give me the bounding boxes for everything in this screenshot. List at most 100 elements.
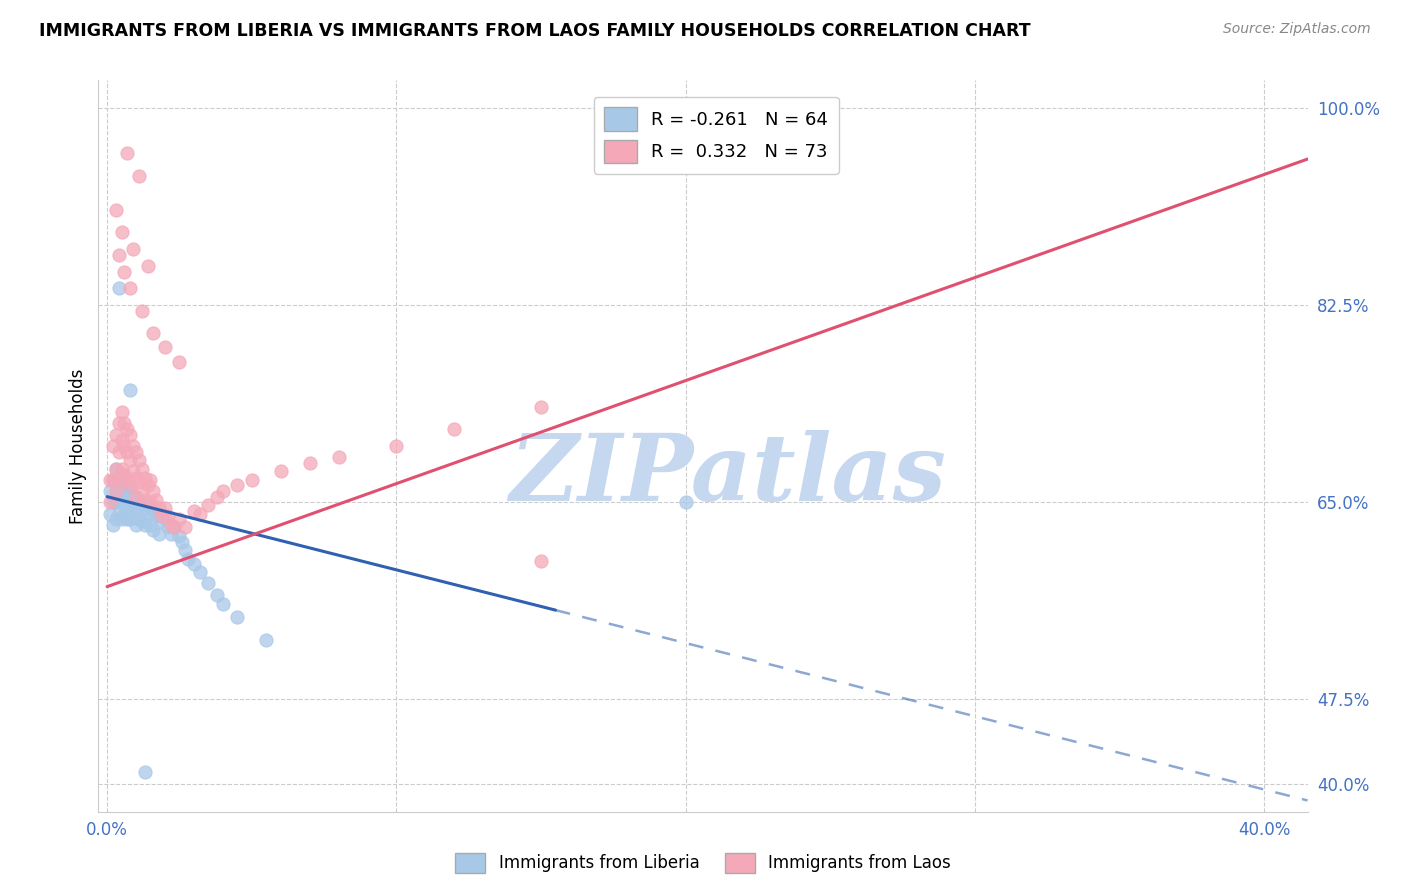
Legend: R = -0.261   N = 64, R =  0.332   N = 73: R = -0.261 N = 64, R = 0.332 N = 73	[593, 96, 839, 174]
Point	[104, 495, 127, 509]
Point	[150, 515, 173, 529]
Point	[174, 520, 197, 534]
Point	[110, 467, 132, 482]
Point	[101, 517, 124, 532]
Point	[134, 470, 156, 484]
Point	[98, 495, 121, 509]
Point	[110, 512, 132, 526]
Point	[107, 507, 129, 521]
Point	[142, 326, 165, 341]
Point	[226, 478, 249, 492]
Point	[110, 225, 132, 239]
Point	[148, 507, 170, 521]
Point	[530, 400, 553, 414]
Point	[101, 473, 124, 487]
Point	[174, 542, 197, 557]
Point	[107, 473, 129, 487]
Point	[98, 483, 121, 498]
Point	[107, 248, 129, 262]
Point	[117, 500, 139, 515]
Text: Source: ZipAtlas.com: Source: ZipAtlas.com	[1223, 22, 1371, 37]
Point	[110, 405, 132, 419]
Text: ZIPatlas: ZIPatlas	[509, 430, 946, 520]
Point	[120, 281, 142, 295]
Point	[188, 565, 211, 579]
Point	[120, 512, 142, 526]
Point	[104, 483, 127, 498]
Point	[134, 517, 156, 532]
Point	[211, 597, 233, 611]
Point	[156, 508, 179, 523]
Point	[134, 765, 156, 780]
Point	[122, 490, 145, 504]
Point	[107, 483, 129, 498]
Point	[530, 554, 553, 568]
Point	[139, 517, 162, 532]
Text: IMMIGRANTS FROM LIBERIA VS IMMIGRANTS FROM LAOS FAMILY HOUSEHOLDS CORRELATION CH: IMMIGRANTS FROM LIBERIA VS IMMIGRANTS FR…	[39, 22, 1031, 40]
Point	[169, 512, 191, 526]
Point	[120, 452, 142, 467]
Point	[128, 475, 150, 489]
Point	[145, 493, 167, 508]
Point	[142, 483, 165, 498]
Point	[131, 515, 153, 529]
Point	[254, 632, 277, 647]
Point	[131, 461, 153, 475]
Point	[159, 526, 181, 541]
Point	[188, 507, 211, 521]
Point	[114, 264, 136, 278]
Point	[183, 557, 205, 571]
Point	[117, 483, 139, 498]
Point	[117, 444, 139, 458]
Point	[128, 452, 150, 467]
Point	[125, 490, 148, 504]
Point	[125, 517, 148, 532]
Point	[120, 383, 142, 397]
Point	[443, 422, 465, 436]
Point	[142, 524, 165, 538]
Point	[110, 483, 132, 498]
Point	[107, 281, 129, 295]
Point	[139, 498, 162, 512]
Point	[169, 529, 191, 543]
Point	[120, 495, 142, 509]
Point	[183, 504, 205, 518]
Point	[136, 478, 159, 492]
Point	[172, 534, 194, 549]
Point	[98, 473, 121, 487]
Point	[104, 512, 127, 526]
Point	[110, 434, 132, 448]
Point	[117, 473, 139, 487]
Point	[117, 512, 139, 526]
Point	[139, 495, 162, 509]
Point	[114, 478, 136, 492]
Point	[385, 439, 408, 453]
Point	[104, 202, 127, 217]
Point	[148, 500, 170, 515]
Point	[205, 490, 228, 504]
Point	[136, 507, 159, 521]
Point	[117, 146, 139, 161]
Point	[114, 439, 136, 453]
Point	[125, 500, 148, 515]
Point	[120, 427, 142, 442]
Point	[122, 439, 145, 453]
Point	[134, 493, 156, 508]
Point	[122, 507, 145, 521]
Point	[107, 473, 129, 487]
Point	[107, 417, 129, 431]
Point	[148, 526, 170, 541]
Point	[153, 511, 176, 525]
Point	[197, 498, 219, 512]
Point	[128, 495, 150, 509]
Legend: Immigrants from Liberia, Immigrants from Laos: Immigrants from Liberia, Immigrants from…	[449, 847, 957, 880]
Point	[145, 508, 167, 523]
Point	[156, 520, 179, 534]
Point	[675, 495, 697, 509]
Point	[153, 500, 176, 515]
Point	[104, 461, 127, 475]
Point	[205, 588, 228, 602]
Point	[270, 464, 292, 478]
Point	[125, 490, 148, 504]
Point	[162, 520, 184, 534]
